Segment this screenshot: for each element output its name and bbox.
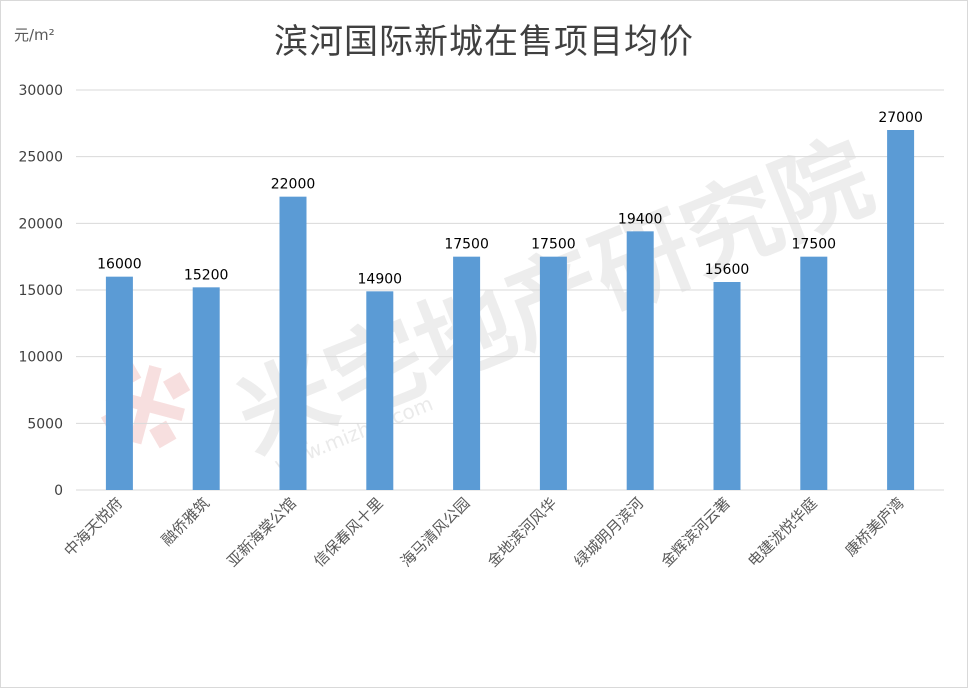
bar — [105, 276, 133, 490]
bar-value-label: 15600 — [705, 262, 750, 278]
y-tick-label: 5000 — [27, 416, 63, 432]
bar — [800, 256, 828, 490]
chart-title: 滨河国际新城在售项目均价 — [274, 22, 694, 62]
y-tick-label: 0 — [54, 483, 63, 499]
x-axis-labels: 中海天悦府 融侨雅筑 亚新海棠公馆 信保春风十里 海马清风公园 金地滨河风华 绿城明月滨河金… — [60, 494, 907, 570]
x-category-label: 海马清风公园 — [397, 494, 473, 570]
x-category-label: 绿城明月滨河 — [571, 494, 647, 570]
bar — [192, 287, 220, 490]
bar-value-label: 27000 — [878, 110, 923, 126]
bar — [366, 291, 394, 490]
y-tick-label: 15000 — [18, 283, 63, 299]
bar — [279, 196, 307, 490]
y-tick-label: 30000 — [18, 83, 63, 99]
bar — [453, 256, 481, 490]
y-axis-ticks: 0 5000 10000 15000 20000 25000 30000 — [18, 83, 63, 499]
x-category-label: 亚新海棠公馆 — [223, 494, 299, 570]
bar-value-label: 16000 — [97, 257, 142, 273]
gridlines — [76, 89, 944, 491]
bar-value-label: 19400 — [618, 211, 663, 227]
x-category-label: 融侨雅筑 — [158, 494, 213, 549]
bar — [626, 231, 654, 491]
y-tick-label: 25000 — [18, 150, 63, 166]
bars — [105, 130, 915, 491]
bar-value-label: 15200 — [184, 267, 229, 283]
bar-value-label: 17500 — [444, 237, 489, 253]
bar-value-label: 22000 — [271, 177, 316, 193]
x-category-label: 中海天悦府 — [60, 494, 126, 560]
bar — [887, 130, 915, 490]
bar — [539, 256, 567, 490]
data-labels: 16000 15200 22000 14900 17500 17500 19400 15600… — [97, 110, 923, 287]
y-tick-label: 10000 — [18, 350, 63, 366]
bar — [713, 282, 741, 490]
x-category-label: 信保春风十里 — [310, 494, 386, 570]
y-tick-label: 20000 — [18, 216, 63, 232]
bar-value-label: 17500 — [531, 237, 576, 253]
x-category-label: 金辉滨河云著 — [657, 494, 733, 570]
x-category-label: 电建泷悦华庭 — [744, 494, 820, 570]
x-category-label: 金地滨河风华 — [484, 494, 560, 570]
x-category-label: 康桥美庐湾 — [842, 494, 908, 560]
bar-value-label: 17500 — [792, 237, 837, 253]
bar-value-label: 14900 — [358, 271, 403, 287]
y-axis-unit-label: 元/m² — [14, 26, 55, 44]
